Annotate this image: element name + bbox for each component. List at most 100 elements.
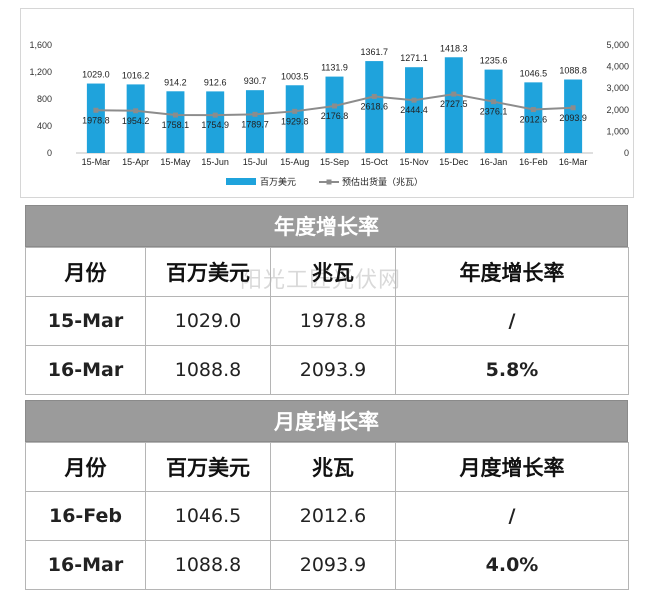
header-growth: 月度增长率: [395, 442, 629, 492]
x-tick-label: 16-Jan: [480, 157, 508, 167]
y-right-tick-label: 1,000: [606, 126, 629, 136]
bar: [245, 90, 264, 153]
bar-value-label: 1131.9: [321, 63, 348, 73]
cell-month: 16-Mar: [25, 540, 146, 590]
cell-musd: 1088.8: [145, 345, 271, 395]
line-value-label: 2176.8: [321, 111, 349, 121]
cell-mw: 1978.8: [270, 296, 396, 346]
cell-musd: 1046.5: [145, 491, 271, 541]
line-point: [332, 103, 337, 109]
legend-bar-swatch: [226, 178, 256, 185]
bar-value-label: 1418.3: [440, 43, 468, 53]
table-row: 16-Mar 1088.8 2093.9 4.0%: [25, 540, 629, 590]
x-tick-label: 15-Jun: [201, 157, 229, 167]
header-month: 月份: [25, 247, 146, 297]
cell-month: 16-Feb: [25, 491, 146, 541]
line-value-label: 2012.6: [520, 115, 548, 125]
y-left-tick-label: 800: [37, 94, 52, 104]
bar: [564, 79, 583, 153]
bar-value-label: 930.7: [244, 76, 267, 86]
monthly-table-title: 月度增长率: [25, 400, 628, 442]
y-right-tick-label: 4,000: [606, 62, 629, 72]
x-tick-label: 15-Apr: [122, 157, 149, 167]
y-left-tick-label: 1,200: [29, 67, 52, 77]
cell-growth: 5.8%: [395, 345, 629, 395]
yearly-growth-table: 年度增长率 月份 百万美元 兆瓦 年度增长率 15-Mar 1029.0 197…: [25, 205, 629, 395]
x-tick-label: 15-Jul: [243, 157, 268, 167]
line-value-label: 2376.1: [480, 107, 508, 117]
line-point: [172, 112, 178, 118]
bar-value-label: 1046.5: [520, 68, 548, 78]
line-point: [133, 108, 139, 114]
line-point: [93, 107, 99, 113]
monthly-growth-table: 月度增长率 月份 百万美元 兆瓦 月度增长率 16-Feb 1046.5 201…: [25, 400, 629, 590]
line-value-label: 1929.8: [281, 116, 309, 126]
line-value-label: 1754.9: [201, 120, 229, 130]
bar-value-label: 1016.2: [122, 70, 150, 80]
line-value-label: 2093.9: [559, 113, 587, 123]
line-point: [491, 99, 497, 105]
bar: [405, 67, 424, 153]
cell-mw: 2012.6: [270, 491, 396, 541]
cell-musd: 1088.8: [145, 540, 271, 590]
bar: [484, 69, 503, 153]
line-value-label: 1789.7: [241, 119, 269, 129]
x-tick-label: 15-Aug: [280, 157, 309, 167]
line-value-label: 2444.4: [400, 105, 428, 115]
line-point: [570, 105, 576, 111]
cell-growth: /: [395, 296, 629, 346]
line-point: [212, 112, 218, 118]
legend-line-label: 预估出货量（兆瓦）: [342, 176, 423, 187]
line-value-label: 1954.2: [122, 116, 150, 126]
bar: [325, 76, 344, 153]
cell-mw: 2093.9: [270, 540, 396, 590]
line-value-label: 2618.6: [361, 101, 389, 111]
yearly-table-title: 年度增长率: [25, 205, 628, 247]
bar-value-label: 1003.5: [281, 71, 309, 81]
y-right-tick-label: 5,000: [606, 40, 629, 50]
x-tick-label: 15-Oct: [361, 157, 389, 167]
line-point: [530, 107, 536, 113]
bar: [126, 84, 145, 153]
chart-canvas: 0 400 800 1,200 1,600 0 1,000 2,000 3,000 4,000 5,…: [29, 40, 629, 187]
bar: [86, 83, 105, 153]
bar: [524, 82, 543, 153]
header-growth: 年度增长率: [395, 247, 629, 297]
line-value-label: 1978.8: [82, 115, 110, 125]
legend-line-marker: [326, 179, 332, 185]
line-point: [292, 108, 298, 114]
bar: [444, 57, 463, 153]
bar-value-label: 1235.6: [480, 56, 508, 66]
x-tick-label: 15-Sep: [320, 157, 349, 167]
bar: [166, 91, 185, 153]
x-tick-label: 15-May: [160, 157, 191, 167]
y-left-tick-label: 0: [47, 148, 52, 158]
header-mw: 兆瓦: [270, 247, 396, 297]
y-right-tick-label: 3,000: [606, 83, 629, 93]
table-row: 16-Feb 1046.5 2012.6 /: [25, 491, 629, 541]
bar: [285, 85, 304, 153]
bar-value-label: 1361.7: [361, 47, 389, 57]
x-tick-label: 15-Nov: [400, 157, 430, 167]
bar: [365, 61, 384, 153]
cell-growth: /: [395, 491, 629, 541]
y-right-tick-label: 0: [624, 148, 629, 158]
bar-value-label: 1271.1: [400, 53, 428, 63]
cell-month: 16-Mar: [25, 345, 146, 395]
y-left-tick-label: 400: [37, 121, 52, 131]
y-right-tick-label: 2,000: [606, 105, 629, 115]
bar: [206, 91, 225, 153]
bar-value-label: 914.2: [164, 77, 187, 87]
cell-musd: 1029.0: [145, 296, 271, 346]
header-musd: 百万美元: [145, 247, 271, 297]
table-row: 16-Mar 1088.8 2093.9 5.8%: [25, 345, 629, 395]
cell-mw: 2093.9: [270, 345, 396, 395]
legend-bar-label: 百万美元: [260, 176, 296, 187]
revenue-shipment-chart: 0 400 800 1,200 1,600 0 1,000 2,000 3,000 4,000 5,…: [20, 8, 634, 198]
table-header-row: 月份 百万美元 兆瓦 月度增长率: [25, 442, 629, 492]
line-point: [451, 91, 457, 97]
line-point: [252, 111, 258, 117]
header-musd: 百万美元: [145, 442, 271, 492]
header-month: 月份: [25, 442, 146, 492]
x-tick-label: 15-Dec: [439, 157, 469, 167]
